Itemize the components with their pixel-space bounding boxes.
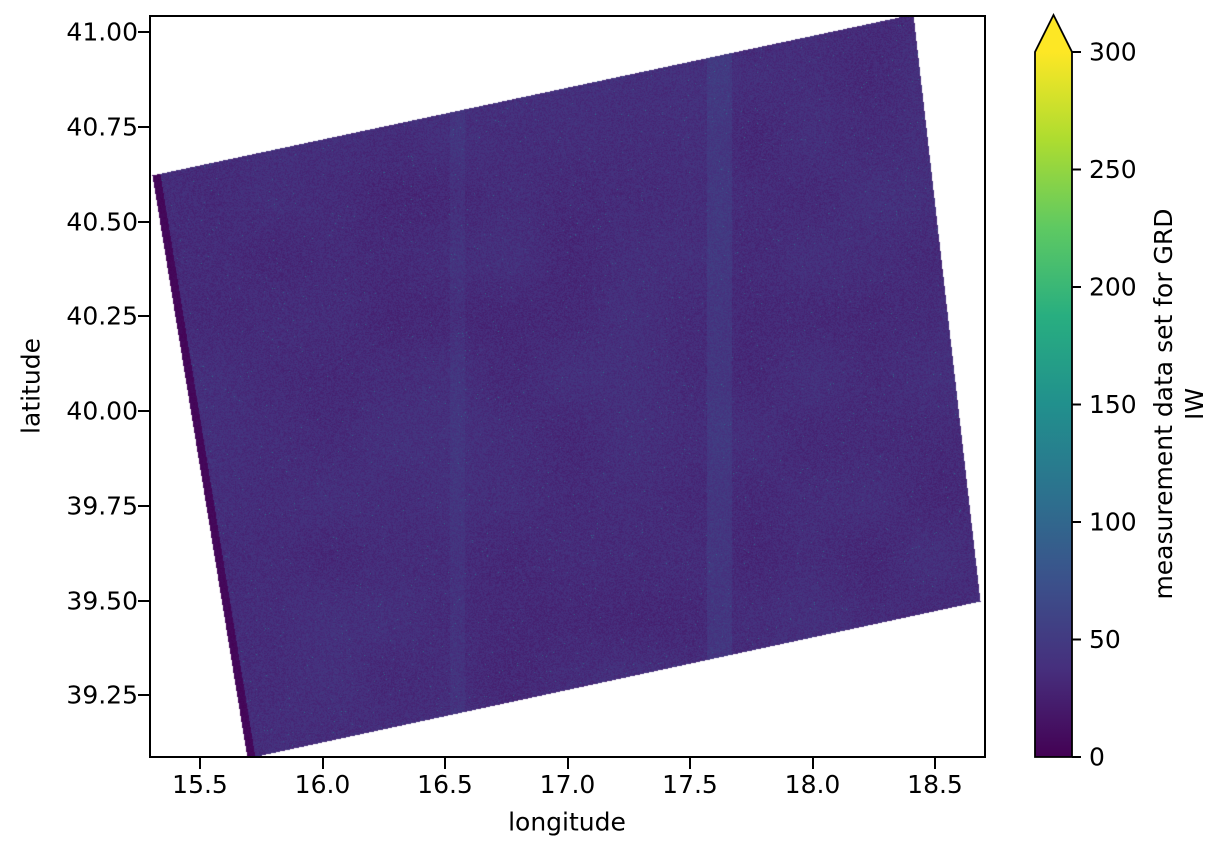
y-tick-label: 39.50 (66, 586, 138, 616)
x-tick-mark (811, 758, 814, 769)
y-tick-label: 40.25 (66, 301, 138, 331)
y-tick-label: 39.25 (66, 680, 138, 710)
x-tick-mark (566, 758, 569, 769)
plot-area (149, 15, 986, 758)
x-tick-mark (199, 758, 201, 769)
x-tick-label: 15.5 (172, 770, 228, 799)
x-tick-label: 17.0 (539, 770, 596, 799)
y-tick-label: 41.00 (66, 17, 138, 47)
y-tick-label: 40.00 (66, 396, 138, 426)
x-tick-label: 18.5 (907, 770, 963, 799)
sar-image-canvas (151, 17, 984, 756)
colorbar-bar (1034, 12, 1073, 758)
colorbar-tick-label: 50 (1089, 625, 1121, 654)
x-tick-label: 18.0 (784, 770, 841, 799)
y-tick-label: 40.50 (66, 207, 138, 237)
y-tick-mark (138, 410, 149, 413)
colorbar-tick-label: 200 (1089, 273, 1137, 302)
y-tick-label: 40.75 (66, 112, 138, 142)
x-tick-mark (689, 758, 691, 769)
colorbar-tick-label: 100 (1089, 508, 1137, 537)
x-tick-mark (934, 758, 936, 769)
x-tick-mark (321, 758, 324, 769)
x-tick-label: 16.5 (417, 770, 473, 799)
colorbar-tick-label: 0 (1089, 743, 1105, 772)
y-axis-label: latitude (16, 338, 46, 434)
y-tick-mark (138, 31, 149, 34)
y-tick-mark (138, 504, 149, 507)
x-tick-label: 16.0 (294, 770, 351, 799)
colorbar-label: measurement data set for GRD IW (1148, 208, 1211, 599)
y-tick-label: 39.75 (66, 491, 138, 521)
x-tick-label: 17.5 (662, 770, 718, 799)
x-tick-mark (444, 758, 446, 769)
y-tick-mark (138, 220, 149, 223)
y-tick-mark (138, 694, 149, 697)
y-tick-mark (138, 599, 149, 602)
colorbar-label-line2: IW (1180, 387, 1209, 421)
colorbar-tick-label: 150 (1089, 390, 1137, 419)
x-axis-label: longitude (508, 807, 626, 837)
colorbar-tick-label: 250 (1089, 155, 1137, 184)
colorbar-label-line1: measurement data set for GRD (1148, 208, 1178, 600)
y-tick-mark (138, 125, 149, 128)
y-tick-mark (138, 315, 149, 318)
colorbar-tick-label: 300 (1089, 38, 1137, 67)
